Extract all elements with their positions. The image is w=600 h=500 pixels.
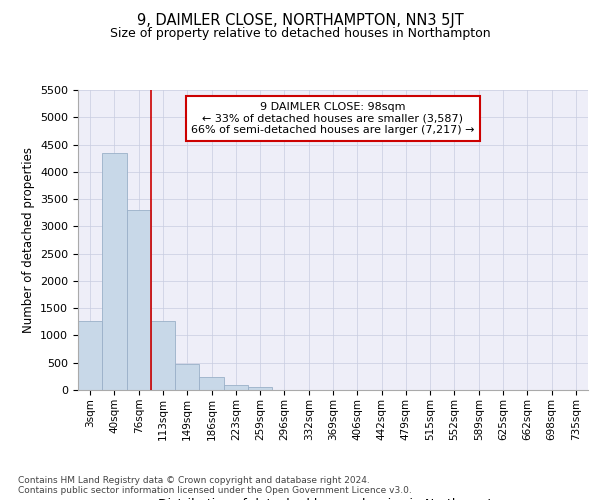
Bar [78, 320, 102, 390]
Bar [127, 210, 151, 390]
Bar [224, 384, 248, 390]
Bar [151, 320, 175, 390]
Text: 9 DAIMLER CLOSE: 98sqm
← 33% of detached houses are smaller (3,587)
66% of semi-: 9 DAIMLER CLOSE: 98sqm ← 33% of detached… [191, 102, 475, 135]
Text: Size of property relative to detached houses in Northampton: Size of property relative to detached ho… [110, 28, 490, 40]
Bar [175, 364, 199, 390]
Text: Contains HM Land Registry data © Crown copyright and database right 2024.
Contai: Contains HM Land Registry data © Crown c… [18, 476, 412, 495]
Text: 9, DAIMLER CLOSE, NORTHAMPTON, NN3 5JT: 9, DAIMLER CLOSE, NORTHAMPTON, NN3 5JT [137, 12, 463, 28]
Bar [102, 152, 127, 390]
X-axis label: Distribution of detached houses by size in Northampton: Distribution of detached houses by size … [158, 498, 508, 500]
Y-axis label: Number of detached properties: Number of detached properties [22, 147, 35, 333]
Bar [199, 377, 224, 390]
Bar [248, 386, 272, 390]
